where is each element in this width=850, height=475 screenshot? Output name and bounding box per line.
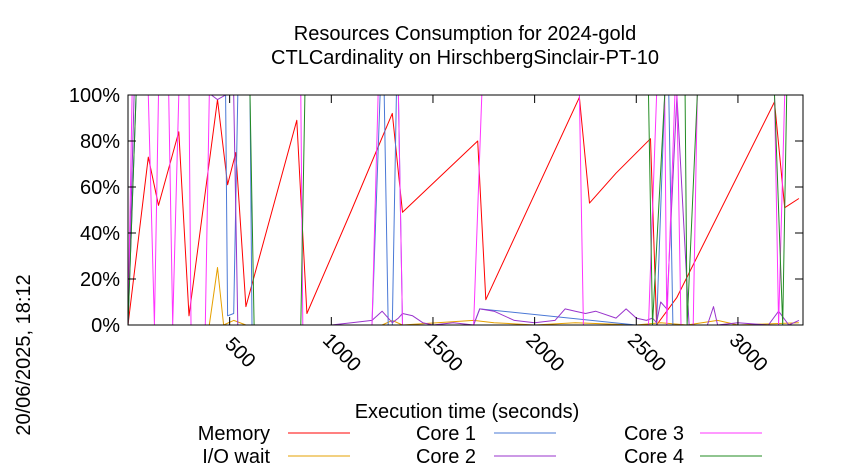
x-tick-label: 1500 xyxy=(420,329,467,376)
x-axis-label: Execution time (seconds) xyxy=(355,401,580,423)
legend-item-memory: Memory xyxy=(198,423,350,445)
legend-item-core-3: Core 3 xyxy=(624,423,762,445)
x-tick-label: 2000 xyxy=(521,329,568,376)
axes-layer: 0% 20% 40% 60% 80% 100% 500 1000 1500 2000 2500 300… xyxy=(69,85,804,376)
y-tick-label: 20% xyxy=(80,269,120,291)
series-line-core-3 xyxy=(127,94,803,326)
legend-item-core-4: Core 4 xyxy=(624,446,762,468)
series-line-i-o-wait xyxy=(128,267,799,326)
legend-item-io-wait: I/O wait xyxy=(202,446,350,468)
legend-label: Core 2 xyxy=(416,446,476,468)
legend-label: Memory xyxy=(198,423,270,445)
legend-label: Core 4 xyxy=(624,446,684,468)
series-line-core-4 xyxy=(127,94,803,326)
legend-label: I/O wait xyxy=(202,446,270,468)
series-layer xyxy=(127,94,803,326)
legend-label: Core 3 xyxy=(624,423,684,445)
y-tick-label: 60% xyxy=(80,177,120,199)
legend-label: Core 1 xyxy=(416,423,476,445)
x-tick-label: 1000 xyxy=(318,329,365,376)
x-tick-label: 500 xyxy=(220,333,259,372)
y-tick-label: 40% xyxy=(80,223,120,245)
plot-frame xyxy=(127,94,804,326)
legend-item-core-1: Core 1 xyxy=(416,423,556,445)
y-tick-label: 80% xyxy=(80,131,120,153)
y-tick-label: 100% xyxy=(69,85,120,107)
series-line-memory xyxy=(127,96,800,326)
chart-title-line-2: CTLCardinality on HirschbergSinclair-PT-… xyxy=(271,47,659,69)
chart-title-line-1: Resources Consumption for 2024-gold xyxy=(294,23,636,45)
side-timestamp-label: 20/06/2025, 18:12 xyxy=(13,274,35,435)
series-line-core-2 xyxy=(127,94,800,326)
series-line-core-1 xyxy=(127,94,799,326)
legend-item-core-2: Core 2 xyxy=(416,446,556,468)
legend: Memory I/O wait Core 1 Core 2 Core 3 Cor… xyxy=(198,423,762,468)
x-tick-label: 2500 xyxy=(623,329,670,376)
x-tick-label: 3000 xyxy=(725,329,772,376)
y-tick-label: 0% xyxy=(91,315,120,337)
